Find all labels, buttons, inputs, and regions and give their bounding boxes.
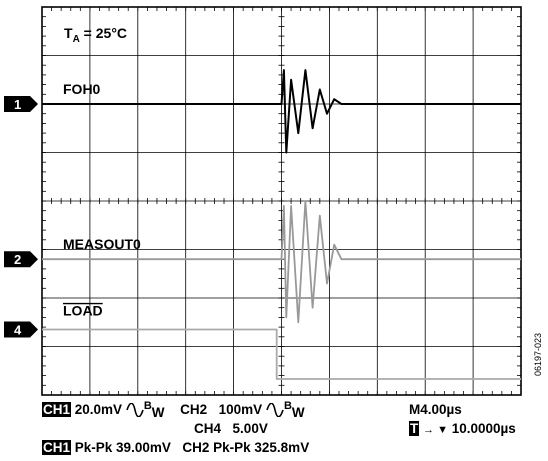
ch1-measurement: Pk-Pk 39.00mV [74, 440, 171, 455]
trigger-arrow-icon: → ▼ [423, 424, 448, 436]
trace-label-measout0: MEASOUT0 [63, 236, 141, 252]
graticule [41, 6, 522, 396]
traces [42, 69, 521, 380]
temperature-annotation: TA = 25°C [64, 25, 127, 45]
channel-marker-1 [4, 96, 38, 112]
readout-row-1: CH1 20.0mV BW CH2 100mV BW [42, 400, 305, 420]
ch2-measurement: CH2 Pk-Pk 325.8mV [182, 440, 310, 455]
channel-markers: 1 2 4 [4, 96, 38, 338]
trigger-tag: T [409, 421, 420, 436]
ch2-scale: 100mV [218, 402, 263, 417]
trace-measout0 [42, 200, 521, 324]
readout-row-2: CH4 5.00V [194, 421, 268, 437]
timebase: M4.00µs [409, 402, 462, 417]
trigger-position: 10.0000µs [451, 421, 516, 436]
ch4-label: CH4 [194, 421, 222, 436]
ch1-bw: B [143, 400, 152, 412]
ch1-bw-sub: W [151, 405, 165, 420]
ch2-label: CH2 [180, 402, 208, 417]
ch1-tag-measure: CH1 [42, 440, 72, 455]
ch2-bw: B [283, 400, 292, 412]
channel-marker-4 [4, 321, 38, 338]
ch2-bw-sub: W [291, 405, 305, 420]
ch1-scale: 20.0mV [74, 402, 123, 417]
ch4-scale: 5.00V [232, 421, 268, 436]
trace-label-foh0: FOH0 [63, 81, 101, 97]
channel-marker-label: 2 [14, 252, 21, 267]
channel-marker-2 [4, 251, 38, 268]
measurement-row: CH1 Pk-Pk 39.00mV CH2 Pk-Pk 325.8mV [42, 440, 309, 456]
figure-id: 06197-023 [533, 332, 543, 376]
ch1-tag: CH1 [42, 402, 72, 417]
trace-labels: FOH0 MEASOUT0 LOAD [63, 81, 141, 319]
channel-marker-label: 4 [14, 323, 22, 338]
trace-label-load: LOAD [63, 303, 103, 319]
channel-marker-label: 1 [14, 97, 21, 112]
bandwidth-limit-icon [126, 403, 144, 418]
bandwidth-limit-icon [266, 403, 284, 418]
trace-foh0 [42, 69, 521, 154]
trace-load [42, 328, 521, 380]
trigger-readout: T → ▼ 10.0000µs [409, 421, 516, 438]
